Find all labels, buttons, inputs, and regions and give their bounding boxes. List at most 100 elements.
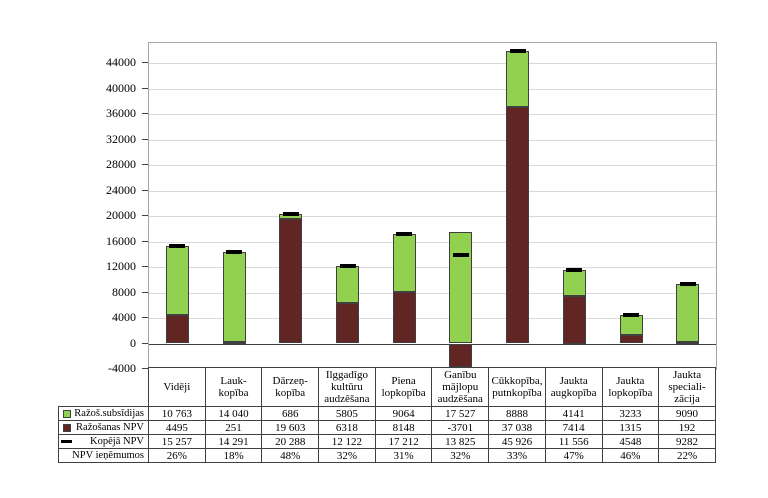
legend-key-kopeja-npv: [61, 439, 72, 443]
bar-segment-razos-subsidijas: [449, 231, 473, 344]
data-table: Vidēji Lauk- kopība Dārzeņ- kopība Ilggadīg…: [58, 367, 716, 463]
table-cell: 22%: [658, 448, 716, 463]
table-cell: 14 291: [204, 434, 263, 449]
table-cell: 8888: [488, 406, 546, 421]
y-axis-tick-label: 0: [130, 335, 136, 350]
table-cell: 4548: [601, 434, 660, 449]
y-axis-tick: [142, 164, 148, 166]
y-axis-tick-label: 32000: [106, 131, 136, 146]
bar-segment-razosanas-npv: [562, 296, 586, 344]
y-axis-tick-label: -4000: [108, 361, 136, 375]
gridline: [149, 114, 716, 116]
table-cell: 17 212: [374, 434, 433, 449]
category-header-cell: Jaukta lopkopība: [601, 367, 660, 407]
kopeja-npv-marker: [282, 212, 299, 217]
gridline: [149, 292, 716, 294]
row-label-cell: Kopējā NPV: [58, 434, 149, 449]
table-cell: 8148: [374, 420, 433, 435]
table-cell: 12 122: [318, 434, 376, 449]
y-axis-tick-label: 8000: [112, 284, 136, 299]
gridline: [149, 318, 716, 319]
table-row: Ražoš.subsīdijas 10 763 14 040 686 5805 9064 1…: [58, 406, 716, 421]
table-cell: 192: [658, 420, 716, 435]
bar-segment-razos-subsidijas: [336, 266, 359, 304]
gridline: [149, 190, 716, 192]
gridline: [149, 88, 716, 90]
table-cell: 4495: [148, 420, 206, 435]
row-label-cell: Ražoš.subsīdijas: [58, 406, 149, 421]
table-cell: 686: [261, 406, 320, 421]
kopeja-npv-marker: [226, 250, 243, 255]
bar-segment-razosanas-npv: [222, 341, 246, 344]
table-cell: 32%: [431, 448, 490, 463]
table-corner-blank: [59, 368, 149, 407]
table-cell: -3701: [431, 420, 490, 435]
bar-segment-razos-subsidijas: [676, 284, 700, 343]
category-header-cell: Dārzeņ- kopība: [261, 367, 320, 407]
table-cell: 10 763: [148, 406, 206, 421]
category-header-cell: Ganību mājlopu audzēšana: [431, 367, 490, 407]
table-cell: 4141: [544, 406, 603, 421]
y-axis-tick: [142, 215, 148, 217]
gridline: [149, 267, 716, 269]
bar-segment-razos-subsidijas: [619, 314, 643, 336]
bar-segment-razosanas-npv: [336, 303, 359, 344]
bar-segment-razos-subsidijas: [165, 246, 189, 315]
row-label-cell: NPV ieņēmumos: [58, 448, 149, 463]
row-label: NPV ieņēmumos: [72, 449, 144, 461]
table-cell: 13 825: [431, 434, 490, 449]
legend-key-razosanas-npv: [63, 423, 71, 432]
bar-segment-razosanas-npv: [165, 314, 189, 344]
y-axis-tick-label: 44000: [106, 55, 136, 70]
y-axis-tick: [142, 189, 148, 191]
row-label: Kopējā NPV: [90, 435, 144, 447]
kopeja-npv-marker: [623, 312, 639, 317]
table-cell: 14 040: [204, 406, 263, 421]
y-axis-tick: [142, 113, 148, 115]
gridline: [149, 63, 716, 65]
bar-segment-razosanas-npv: [279, 218, 303, 344]
y-axis-tick-label: 40000: [106, 80, 136, 95]
bar-segment-razosanas-npv: [449, 343, 473, 368]
gridline: [149, 241, 716, 243]
category-header-cell: Vidēji: [148, 367, 206, 407]
kopeja-npv-marker: [509, 48, 526, 53]
bar-segment-razos-subsidijas: [562, 269, 586, 297]
table-cell: 37 038: [488, 420, 546, 435]
table-cell: 18%: [204, 448, 263, 463]
table-cell: 7414: [544, 420, 603, 435]
table-cell: 47%: [544, 448, 603, 463]
bar-segment-razos-subsidijas: [392, 233, 416, 292]
bar-segment-razosanas-npv: [506, 107, 530, 344]
table-cell: 19 603: [261, 420, 320, 435]
bar-segment-razosanas-npv: [392, 291, 416, 344]
table-row: Kopējā NPV 15 257 14 291 20 288 12 122 17 212…: [58, 434, 716, 449]
table-cell: 6318: [318, 420, 376, 435]
kopeja-npv-marker: [396, 231, 413, 236]
table-cell: 26%: [148, 448, 206, 463]
gridline: [149, 216, 716, 218]
row-label: Ražošanas NPV: [76, 421, 144, 433]
y-axis-tick: [142, 87, 148, 89]
row-label-cell: Ražošanas NPV: [58, 420, 149, 435]
table-cell: 251: [204, 420, 263, 435]
y-axis-tick: [142, 240, 148, 242]
y-axis-tick-label: 16000: [106, 233, 136, 248]
x-axis-zero-line: [149, 343, 716, 345]
row-label: Ražoš.subsīdijas: [74, 407, 144, 419]
y-axis-tick-label: 4000: [112, 310, 136, 324]
bar-segment-razos-subsidijas: [506, 50, 530, 108]
gridline: [149, 139, 716, 141]
kopeja-npv-marker: [566, 267, 583, 272]
table-cell: 48%: [261, 448, 320, 463]
y-axis-tick: [142, 266, 148, 268]
table-cell: 45 926: [488, 434, 546, 449]
y-axis-tick: [142, 342, 148, 344]
bar-segment-razos-subsidijas: [222, 252, 246, 342]
kopeja-npv-marker: [452, 253, 469, 258]
y-axis-tick-label: 24000: [106, 182, 136, 197]
table-cell: 46%: [601, 448, 660, 463]
y-axis-tick-label: 20000: [106, 208, 136, 223]
table-cell: 33%: [488, 448, 546, 463]
